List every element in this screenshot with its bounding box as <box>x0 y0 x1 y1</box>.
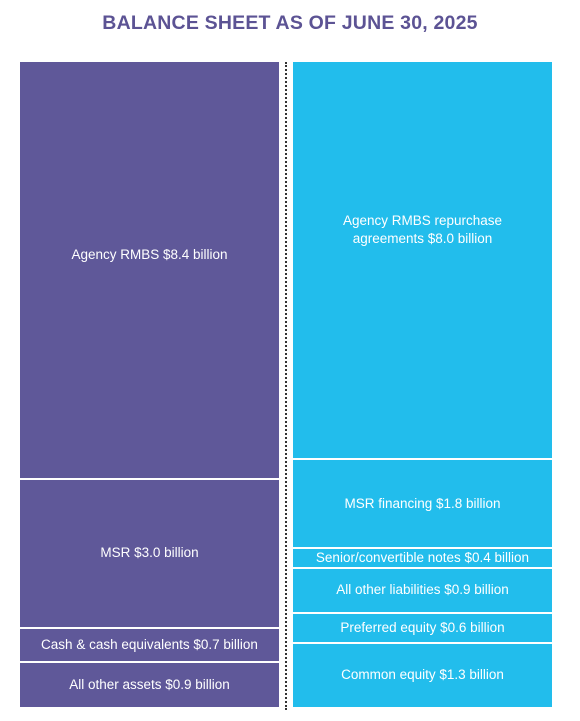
liabilities-column-segment: All other liabilities $0.9 billion <box>293 568 552 613</box>
liabilities-column-segment: Senior/convertible notes $0.4 billion <box>293 548 552 569</box>
segment-separator <box>20 477 279 480</box>
assets-column-segment: MSR $3.0 billion <box>20 478 279 628</box>
column-divider <box>285 62 287 710</box>
segment-separator <box>293 547 552 550</box>
segment-label: All other liabilities $0.9 billion <box>336 582 509 598</box>
segment-separator <box>293 641 552 644</box>
chart-title: BALANCE SHEET AS OF JUNE 30, 2025 <box>102 12 478 34</box>
segment-separator <box>20 661 279 664</box>
liabilities-column-segment: Agency RMBS repurchase agreements $8.0 b… <box>293 62 552 459</box>
segment-label: Agency RMBS $8.4 billion <box>71 247 228 263</box>
segment-label: Senior/convertible notes $0.4 billion <box>315 550 530 566</box>
assets-column-segment: Cash & cash equivalents $0.7 billion <box>20 627 279 663</box>
segment-separator <box>293 611 552 614</box>
segment-label: Agency RMBS repurchase agreements $8.0 b… <box>342 213 503 247</box>
segment-label: MSR $3.0 billion <box>100 545 199 561</box>
assets-column-segment: Agency RMBS $8.4 billion <box>20 62 279 479</box>
segment-label: Common equity $1.3 billion <box>341 666 504 682</box>
segment-label: All other assets $0.9 billion <box>69 676 230 692</box>
liabilities-column-segment: Preferred equity $0.6 billion <box>293 612 552 643</box>
segment-label: Cash & cash equivalents $0.7 billion <box>41 636 258 652</box>
segment-label: Preferred equity $0.6 billion <box>340 619 505 635</box>
liabilities-column-segment: Common equity $1.3 billion <box>293 642 552 707</box>
segment-separator <box>20 626 279 629</box>
segment-separator <box>293 457 552 460</box>
liabilities-column-segment: MSR financing $1.8 billion <box>293 458 552 549</box>
assets-column-segment: All other assets $0.9 billion <box>20 662 279 707</box>
segment-label: MSR financing $1.8 billion <box>344 495 501 511</box>
segment-separator <box>293 567 552 570</box>
